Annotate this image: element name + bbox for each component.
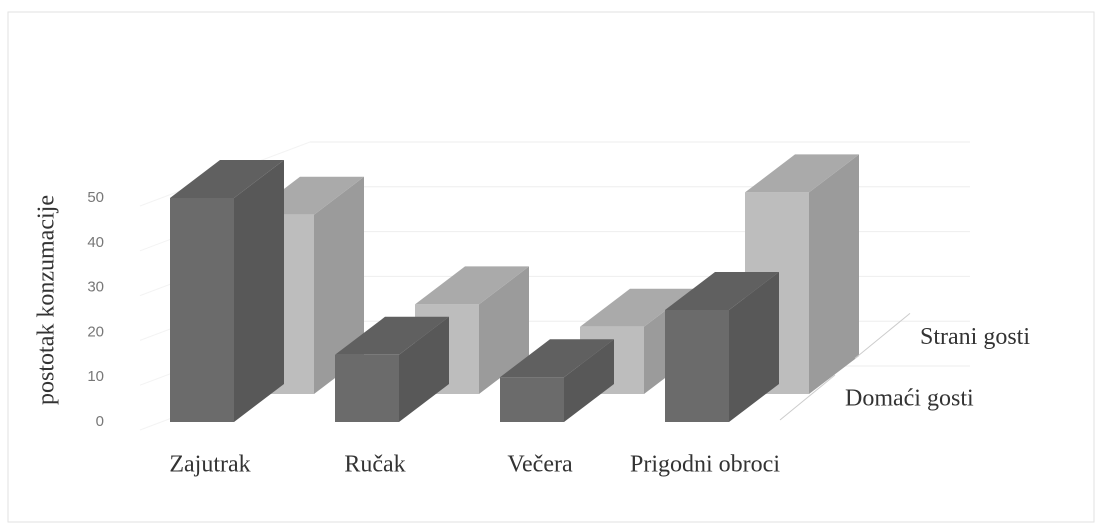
bar-top bbox=[335, 316, 449, 355]
bar-top bbox=[500, 339, 614, 378]
bar-side bbox=[399, 316, 449, 422]
bar bbox=[170, 198, 234, 422]
y-tick-label: 10 bbox=[87, 368, 104, 385]
x-tick-label: Večera bbox=[507, 452, 573, 478]
bar-side bbox=[234, 160, 284, 422]
legend-label: Domaći gosti bbox=[845, 386, 974, 412]
bar-side bbox=[479, 266, 529, 394]
legend-line bbox=[854, 313, 911, 359]
x-tick-label: Zajutrak bbox=[169, 452, 250, 478]
bar bbox=[500, 377, 564, 422]
legend-label: Strani gosti bbox=[920, 324, 1030, 350]
bar bbox=[335, 354, 399, 422]
bar bbox=[665, 310, 729, 422]
y-axis-label: postotak konzumacije bbox=[34, 195, 60, 405]
y-tick-label: 40 bbox=[87, 234, 104, 251]
bar-top bbox=[745, 154, 859, 193]
bar-top bbox=[665, 272, 779, 310]
bar-top bbox=[170, 160, 284, 198]
bar-side bbox=[809, 154, 859, 394]
legend-line bbox=[779, 374, 836, 421]
bar-top bbox=[580, 288, 694, 327]
y-tick-label: 20 bbox=[87, 323, 104, 340]
y-tick-label: 50 bbox=[87, 189, 104, 206]
y-tick-label: 0 bbox=[96, 413, 104, 430]
bar-side bbox=[564, 339, 614, 422]
bar-side bbox=[314, 176, 364, 394]
x-tick-label: Ručak bbox=[344, 452, 405, 478]
bar-top bbox=[415, 266, 529, 305]
bar-side bbox=[729, 272, 779, 422]
y-tick-label: 30 bbox=[87, 279, 104, 296]
x-tick-label: Prigodni obroci bbox=[630, 452, 780, 478]
